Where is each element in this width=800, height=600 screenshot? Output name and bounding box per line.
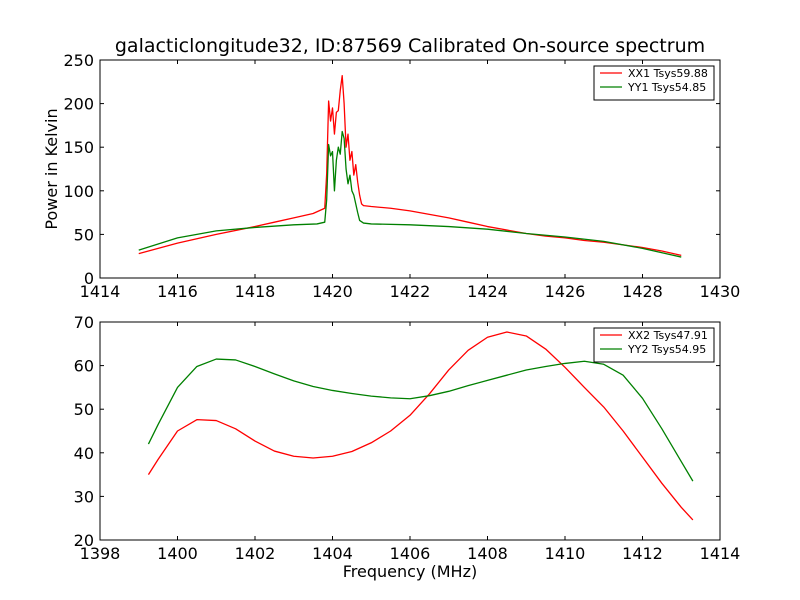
series-line-xx-plot1 [138,75,682,256]
legend-label: XX1 Tsys59.88 [628,67,708,80]
x-tick-label: 1422 [390,282,431,301]
y-tick-label: 250 [63,51,94,70]
x-tick-label: 1414 [700,544,741,563]
x-tick-label: 1418 [235,282,276,301]
x-tick-label: 1424 [467,282,508,301]
legend-box-2 [593,327,715,363]
y-tick-label: 20 [74,531,94,550]
x-tick-label: 1420 [312,282,353,301]
y-tick-label: 50 [74,400,94,419]
x-tick-label: 1430 [700,282,741,301]
y-tick-label: 40 [74,444,94,463]
y-tick-label: 50 [74,225,94,244]
x-tick-label: 1400 [157,544,198,563]
legend-box-1 [593,65,715,101]
legend-label: YY2 Tsys54.95 [627,343,706,356]
y-tick-label: 70 [74,313,94,332]
y-tick-label: 0 [84,269,94,288]
chart-title: galacticlongitude32, ID:87569 Calibrated… [115,35,705,57]
y-tick-label: 30 [74,487,94,506]
x-tick-label: 1428 [622,282,663,301]
x-tick-label: 1402 [235,544,276,563]
y-tick-label: 150 [63,138,94,157]
x-axis-label: Frequency (MHz) [343,562,477,581]
x-tick-label: 1404 [312,544,353,563]
legend-label: XX2 Tsys47.91 [628,329,708,342]
y-axis-label: Power in Kelvin [42,108,61,229]
y-tick-label: 60 [74,357,94,376]
x-tick-label: 1398 [80,544,121,563]
y-tick-label: 100 [63,182,94,201]
series-line-yy-plot1 [138,130,682,258]
x-tick-label: 1416 [157,282,198,301]
x-tick-label: 1406 [390,544,431,563]
x-tick-label: 1414 [80,282,121,301]
x-tick-label: 1412 [622,544,663,563]
series-line-xx-plot2 [147,331,694,521]
x-tick-label: 1426 [545,282,586,301]
x-tick-label: 1408 [467,544,508,563]
x-tick-label: 1410 [545,544,586,563]
series-line-yy-plot2 [147,358,694,482]
y-tick-label: 200 [63,95,94,114]
legend-label: YY1 Tsys54.85 [627,81,706,94]
